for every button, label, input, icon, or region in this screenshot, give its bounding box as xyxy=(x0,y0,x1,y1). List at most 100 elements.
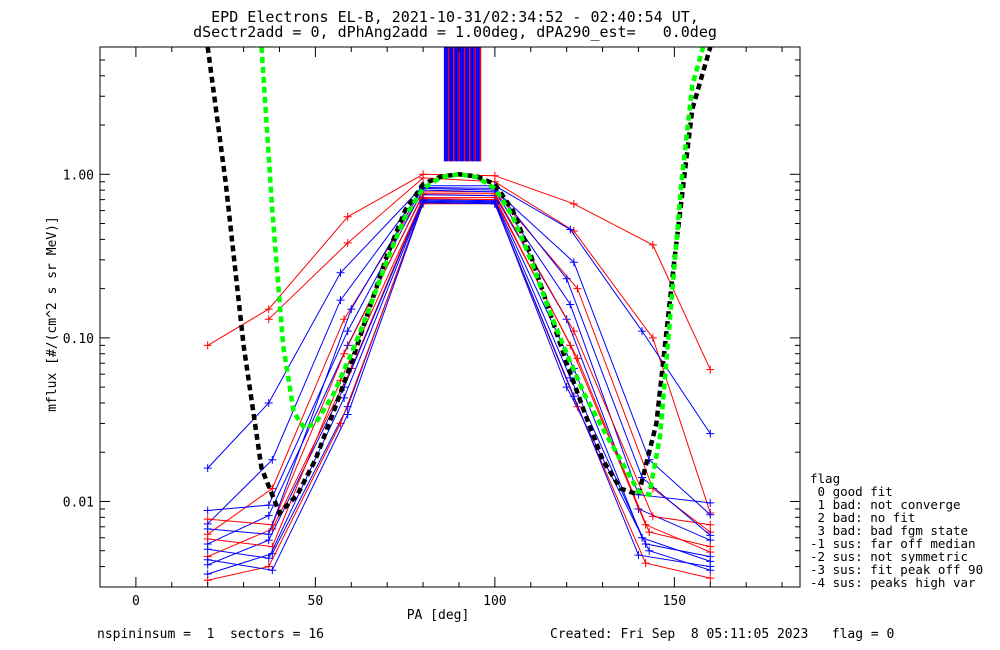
series-line-12 xyxy=(207,186,711,536)
series-line-11 xyxy=(207,193,711,526)
series-point xyxy=(264,315,273,324)
series-line-10 xyxy=(207,189,711,511)
y-axis-label: mflux [#/(cm^2 s sr MeV)] xyxy=(45,216,60,412)
series-point xyxy=(203,545,212,554)
series-point xyxy=(264,305,273,314)
legend-item: 3 bad: bad fgm state xyxy=(810,523,969,538)
series-line-3 xyxy=(207,187,711,525)
series-point xyxy=(648,240,657,249)
series-point xyxy=(419,173,428,182)
series-point xyxy=(706,552,715,561)
series-point xyxy=(343,239,352,248)
series-point xyxy=(419,198,428,207)
series-point xyxy=(268,566,277,575)
series-point xyxy=(573,354,582,363)
series-point xyxy=(641,539,650,548)
series-point xyxy=(490,199,499,208)
series-point xyxy=(340,393,349,402)
series-point xyxy=(706,531,715,540)
legend-item: 2 bad: no fit xyxy=(810,510,916,525)
series-point xyxy=(706,574,715,583)
chart-subtitle: dSectr2add = 0, dPhAng2add = 1.00deg, dP… xyxy=(193,23,717,41)
series-point xyxy=(706,520,715,529)
series-point xyxy=(569,392,578,401)
legend-item: -1 sus: far off median xyxy=(810,536,976,551)
series-line-7 xyxy=(207,199,711,566)
footer-right: Created: Fri Sep 8 05:11:05 2023 flag = … xyxy=(550,627,895,642)
series-line-15 xyxy=(207,202,711,571)
series-point xyxy=(706,365,715,374)
series-point xyxy=(706,498,715,507)
series-point xyxy=(641,520,650,529)
x-tick-label: 50 xyxy=(308,594,324,609)
series-point xyxy=(566,225,575,234)
chart-title: EPD Electrons EL-B, 2021-10-31/02:34:52 … xyxy=(211,8,699,26)
y-tick-label: 0.10 xyxy=(63,332,94,347)
series-point xyxy=(562,274,571,283)
series-point xyxy=(203,506,212,515)
series-point xyxy=(336,296,345,305)
series-point xyxy=(336,268,345,277)
legend-item: 0 good fit xyxy=(810,484,893,499)
series-point xyxy=(569,258,578,267)
series-point xyxy=(340,349,349,358)
series-point xyxy=(706,542,715,551)
series-point xyxy=(566,300,575,309)
series-line-9 xyxy=(207,203,711,581)
series-point xyxy=(343,410,352,419)
series-point xyxy=(569,327,578,336)
series-point xyxy=(347,305,356,314)
plot-frame xyxy=(99,46,801,588)
x-tick-label: 100 xyxy=(483,594,506,609)
series-line-13 xyxy=(207,198,711,548)
series-line-2 xyxy=(207,185,711,469)
series-point xyxy=(648,512,657,521)
fit-black-line xyxy=(205,47,713,518)
series-point xyxy=(641,559,650,568)
series-point xyxy=(645,528,654,537)
legend-item: 1 bad: not converge xyxy=(810,497,961,512)
legend-item: -2 sus: not symmetric xyxy=(810,549,969,564)
series-point xyxy=(343,327,352,336)
series-point xyxy=(268,542,277,551)
series-point xyxy=(268,455,277,464)
footer-left: nspininsum = 1 sectors = 16 xyxy=(97,627,324,642)
series-point xyxy=(264,398,273,407)
series-point xyxy=(706,429,715,438)
series-point xyxy=(645,546,654,555)
series-line-1 xyxy=(268,177,711,514)
legend-item: -3 sus: fit peak off 90 xyxy=(810,562,984,577)
series-point xyxy=(203,524,212,533)
series-point xyxy=(706,510,715,519)
series-line-4 xyxy=(207,191,711,535)
legend-item: -4 sus: peaks high var xyxy=(810,575,976,590)
legend-title: flag xyxy=(810,471,841,486)
series-point xyxy=(638,327,647,336)
series-point xyxy=(648,333,657,342)
series-point xyxy=(203,555,212,564)
x-axis-label: PA [deg] xyxy=(407,608,470,623)
series-line-8 xyxy=(207,201,711,575)
fit-green-line xyxy=(259,47,706,498)
series-point xyxy=(573,284,582,293)
series-point xyxy=(343,212,352,221)
series-point xyxy=(203,464,212,473)
y-tick-label: 1.00 xyxy=(63,168,94,183)
series-point xyxy=(264,501,273,510)
plot-area xyxy=(203,47,715,585)
y-tick-label: 0.01 xyxy=(63,495,94,510)
series-point xyxy=(706,562,715,571)
series-point xyxy=(340,315,349,324)
series-line-14 xyxy=(207,200,711,559)
x-tick-label: 150 xyxy=(663,594,686,609)
series-point xyxy=(569,199,578,208)
series-point xyxy=(203,515,212,524)
series-point xyxy=(634,551,643,560)
series-point xyxy=(264,530,273,539)
series-point xyxy=(203,341,212,350)
series-point xyxy=(566,373,575,382)
series-point xyxy=(203,534,212,543)
series-point xyxy=(264,554,273,563)
series-point xyxy=(264,511,273,520)
